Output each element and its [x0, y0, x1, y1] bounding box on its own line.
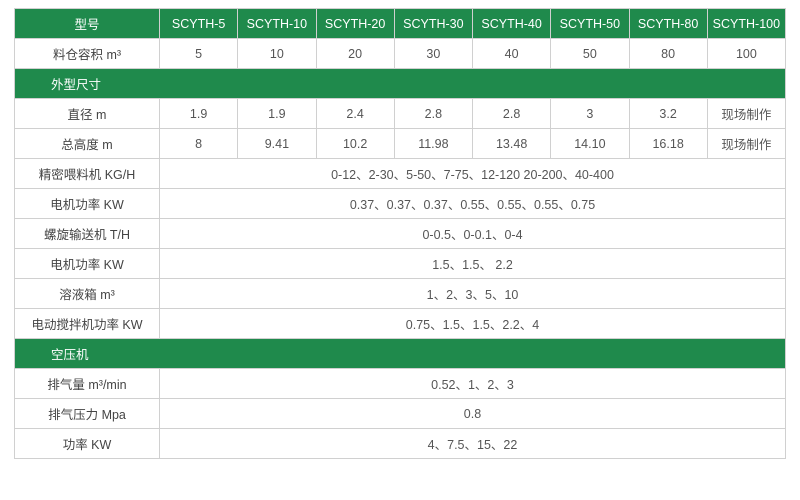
spec-table: 型号 SCYTH-5 SCYTH-10 SCYTH-20 SCYTH-30 SC… [14, 8, 786, 459]
row-label: 直径 m [15, 99, 160, 129]
row-value: 0.75、1.5、1.5、2.2、4 [160, 309, 786, 339]
row-value: 0-12、2-30、5-50、7-75、12-120 20-200、40-400 [160, 159, 786, 189]
data-cell: 2.8 [473, 99, 551, 129]
row-label: 溶液箱 m³ [15, 279, 160, 309]
data-cell: 100 [707, 39, 785, 69]
data-cell: 30 [394, 39, 472, 69]
table-row: 溶液箱 m³1、2、3、5、10 [15, 279, 786, 309]
section-header: 外型尺寸 [15, 69, 786, 99]
row-label: 料仓容积 m³ [15, 39, 160, 69]
model-col: SCYTH-20 [316, 9, 394, 39]
data-cell: 11.98 [394, 129, 472, 159]
data-cell: 10.2 [316, 129, 394, 159]
table-row: 料仓容积 m³5102030405080100 [15, 39, 786, 69]
data-cell: 20 [316, 39, 394, 69]
row-label: 排气量 m³/min [15, 369, 160, 399]
row-label: 排气压力 Mpa [15, 399, 160, 429]
data-cell: 80 [629, 39, 707, 69]
table-row: 功率 KW4、7.5、15、22 [15, 429, 786, 459]
table-row: 排气量 m³/min0.52、1、2、3 [15, 369, 786, 399]
row-value: 1.5、1.5、 2.2 [160, 249, 786, 279]
table-row: 电机功率 KW1.5、1.5、 2.2 [15, 249, 786, 279]
model-col: SCYTH-10 [238, 9, 316, 39]
row-value: 0.37、0.37、0.37、0.55、0.55、0.55、0.75 [160, 189, 786, 219]
data-cell: 2.4 [316, 99, 394, 129]
table-row: 外型尺寸 [15, 69, 786, 99]
data-cell: 现场制作 [707, 129, 785, 159]
table-row: 直径 m1.91.92.42.82.833.2现场制作 [15, 99, 786, 129]
data-cell: 10 [238, 39, 316, 69]
table-row: 螺旋输送机 T/H0-0.5、0-0.1、0-4 [15, 219, 786, 249]
row-value: 4、7.5、15、22 [160, 429, 786, 459]
header-row: 型号 SCYTH-5 SCYTH-10 SCYTH-20 SCYTH-30 SC… [15, 9, 786, 39]
data-cell: 16.18 [629, 129, 707, 159]
data-cell: 14.10 [551, 129, 629, 159]
data-cell: 8 [160, 129, 238, 159]
row-value: 0.8 [160, 399, 786, 429]
data-cell: 2.8 [394, 99, 472, 129]
table-row: 电机功率 KW0.37、0.37、0.37、0.55、0.55、0.55、0.7… [15, 189, 786, 219]
data-cell: 现场制作 [707, 99, 785, 129]
row-label: 电动搅拌机功率 KW [15, 309, 160, 339]
data-cell: 1.9 [238, 99, 316, 129]
table-row: 精密喂料机 KG/H0-12、2-30、5-50、7-75、12-120 20-… [15, 159, 786, 189]
data-cell: 50 [551, 39, 629, 69]
data-cell: 40 [473, 39, 551, 69]
table-row: 排气压力 Mpa0.8 [15, 399, 786, 429]
row-label: 电机功率 KW [15, 249, 160, 279]
model-header: 型号 [15, 9, 160, 39]
model-col: SCYTH-30 [394, 9, 472, 39]
row-label: 电机功率 KW [15, 189, 160, 219]
row-value: 1、2、3、5、10 [160, 279, 786, 309]
data-cell: 9.41 [238, 129, 316, 159]
model-col: SCYTH-50 [551, 9, 629, 39]
data-cell: 1.9 [160, 99, 238, 129]
row-value: 0-0.5、0-0.1、0-4 [160, 219, 786, 249]
model-col: SCYTH-100 [707, 9, 785, 39]
model-col: SCYTH-80 [629, 9, 707, 39]
row-label: 螺旋输送机 T/H [15, 219, 160, 249]
section-header: 空压机 [15, 339, 786, 369]
data-cell: 13.48 [473, 129, 551, 159]
row-label: 功率 KW [15, 429, 160, 459]
data-cell: 3 [551, 99, 629, 129]
model-col: SCYTH-5 [160, 9, 238, 39]
row-value: 0.52、1、2、3 [160, 369, 786, 399]
table-row: 电动搅拌机功率 KW0.75、1.5、1.5、2.2、4 [15, 309, 786, 339]
data-cell: 5 [160, 39, 238, 69]
table-row: 总高度 m89.4110.211.9813.4814.1016.18现场制作 [15, 129, 786, 159]
data-cell: 3.2 [629, 99, 707, 129]
row-label: 总高度 m [15, 129, 160, 159]
model-col: SCYTH-40 [473, 9, 551, 39]
table-row: 空压机 [15, 339, 786, 369]
row-label: 精密喂料机 KG/H [15, 159, 160, 189]
